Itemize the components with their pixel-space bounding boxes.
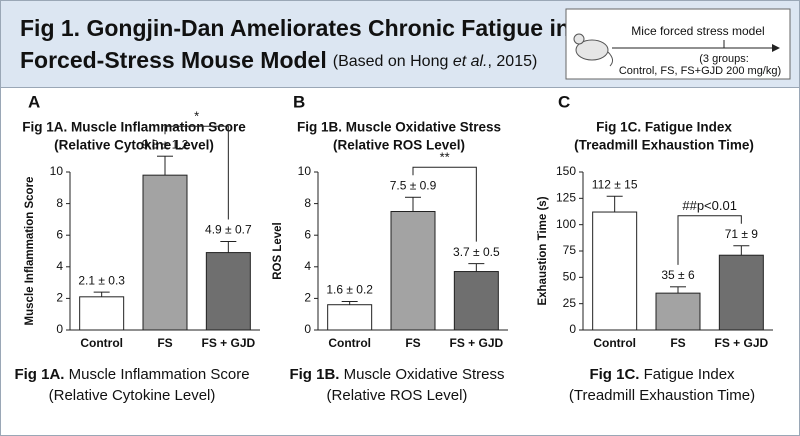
- model-groups: Control, FS, FS+GJD 200 mg/kg): [619, 65, 781, 77]
- caption: Fig 1A. Muscle Inflammation Score: [14, 366, 249, 383]
- bar: [79, 296, 125, 331]
- y-tick-label: 2: [304, 291, 311, 305]
- value-label: 2.1 ± 0.3: [78, 273, 125, 287]
- value-label: 71 ± 9: [725, 227, 759, 241]
- citation: et al.: [453, 53, 488, 70]
- y-tick-label: 0: [569, 322, 576, 336]
- title-line: Forced-Stress Mouse Model: [20, 47, 327, 73]
- x-tick-label: Control: [593, 336, 636, 350]
- caption-subtext: (Treadmill Exhaustion Time): [569, 387, 755, 404]
- panel-letter: A: [28, 92, 40, 111]
- caption-text: Muscle Oxidative Stress: [339, 366, 504, 383]
- x-tick-label: FS + GJD: [714, 336, 768, 350]
- bar: [205, 252, 251, 331]
- model-groups: (3 groups:: [699, 53, 749, 65]
- bar: [390, 211, 436, 331]
- x-tick-label: FS + GJD: [449, 336, 503, 350]
- significance-bracket: [677, 215, 742, 265]
- mouse-ear: [573, 33, 585, 45]
- chart-title: Fig 1B. Muscle Oxidative Stress: [297, 120, 501, 135]
- significance-bracket: [164, 125, 229, 220]
- caption: Fig 1B. Muscle Oxidative Stress: [289, 366, 504, 383]
- mouse-tail: [607, 51, 614, 67]
- y-tick-label: 10: [50, 164, 64, 178]
- caption-subtext: (Relative ROS Level): [327, 387, 468, 404]
- caption: Fig 1C. Fatigue Index: [589, 366, 735, 383]
- chart-subtitle: (Treadmill Exhaustion Time): [574, 138, 754, 153]
- y-tick-label: 125: [556, 191, 576, 205]
- caption-text: Muscle Inflammation Score: [64, 366, 249, 383]
- y-tick-label: 6: [56, 227, 63, 241]
- chart-title: Fig 1C. Fatigue Index: [596, 120, 732, 135]
- y-tick-label: 4: [56, 259, 63, 273]
- y-tick-label: 150: [556, 164, 576, 178]
- y-axis-label: ROS Level: [272, 222, 284, 280]
- value-label: 112 ± 15: [592, 177, 638, 191]
- citation: , 2015): [488, 53, 538, 70]
- chart-title: Fig 1A. Muscle Inflammation Score: [22, 120, 246, 135]
- y-tick-label: 100: [556, 217, 576, 231]
- bar: [718, 254, 764, 331]
- title-line: Forced-Stress Mouse Model (Based on Hong …: [20, 47, 537, 73]
- significance-bracket: [412, 166, 477, 242]
- y-tick-label: 0: [304, 322, 311, 336]
- title-line: Fig 1. Gongjin-Dan Ameliorates Chronic F…: [20, 15, 589, 41]
- caption-label: Fig 1C.: [589, 366, 639, 383]
- y-axis-label: Exhaustion Time (s): [537, 196, 549, 305]
- x-tick-label: FS + GJD: [201, 336, 255, 350]
- significance-label: *: [194, 109, 199, 124]
- y-tick-label: 25: [563, 296, 577, 310]
- y-tick-label: 0: [56, 322, 63, 336]
- x-tick-label: FS: [670, 336, 685, 350]
- bar: [142, 174, 188, 331]
- x-tick-label: FS: [157, 336, 172, 350]
- x-tick-label: Control: [328, 336, 371, 350]
- value-label: 1.6 ± 0.2: [326, 283, 373, 297]
- caption-label: Fig 1B.: [289, 366, 339, 383]
- arrow-head: [772, 44, 780, 52]
- value-label: 3.7 ± 0.5: [453, 245, 500, 259]
- significance-label: **: [440, 150, 450, 165]
- y-tick-label: 4: [304, 259, 311, 273]
- x-tick-label: FS: [405, 336, 420, 350]
- y-tick-label: 10: [298, 164, 312, 178]
- bar: [453, 271, 499, 331]
- mouse-icon: [573, 33, 614, 67]
- significance-label: ##p<0.01: [682, 198, 737, 213]
- value-label: 4.9 ± 0.7: [205, 223, 252, 237]
- y-tick-label: 6: [304, 227, 311, 241]
- y-tick-label: 2: [56, 291, 63, 305]
- caption-subtext: (Relative Cytokine Level): [49, 387, 216, 404]
- y-tick-label: 50: [563, 270, 577, 284]
- panel-letter: C: [558, 92, 570, 111]
- mouse-body: [575, 39, 609, 61]
- bar: [327, 304, 373, 331]
- model-title: Mice forced stress model: [631, 24, 764, 38]
- value-label: 7.5 ± 0.9: [390, 178, 437, 192]
- y-tick-label: 75: [563, 243, 577, 257]
- caption-text: Fatigue Index: [639, 366, 735, 383]
- value-label: 35 ± 6: [661, 268, 695, 282]
- y-tick-label: 8: [56, 196, 63, 210]
- value-label: 9.8 ± 1.2: [142, 137, 189, 151]
- citation: (Based on Hong: [333, 53, 453, 70]
- chart-subtitle: (Relative ROS Level): [333, 138, 465, 153]
- panel-letter: B: [293, 92, 305, 111]
- chart-subtitle: (Relative Cytokine Level): [54, 138, 214, 153]
- y-axis-label: Muscle Inflammation Score: [24, 177, 36, 326]
- caption-label: Fig 1A.: [14, 366, 64, 383]
- x-tick-label: Control: [80, 336, 123, 350]
- y-tick-label: 8: [304, 196, 311, 210]
- bar: [655, 292, 701, 331]
- bar: [592, 211, 638, 331]
